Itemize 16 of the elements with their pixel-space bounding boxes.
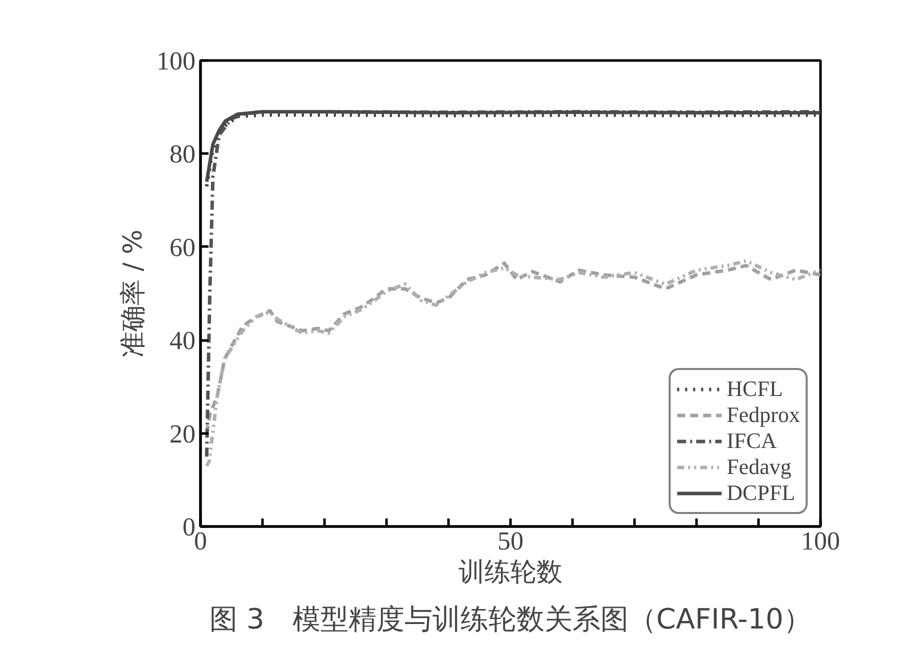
legend-label: IFCA bbox=[726, 428, 777, 454]
x-tick-label: 50 bbox=[498, 526, 524, 556]
y-tick-label: 60 bbox=[170, 232, 196, 262]
y-axis-title: 准确率 / % bbox=[118, 229, 148, 358]
caption: 图 3 模型精度与训练轮数关系图（CAFIR-10） bbox=[210, 602, 812, 636]
y-tick-label: 40 bbox=[170, 326, 196, 356]
legend-label: HCFL bbox=[726, 376, 783, 402]
legend-label: Fedavg bbox=[726, 454, 792, 480]
y-tick-label: 20 bbox=[170, 419, 196, 448]
legend-label: DCPFL bbox=[726, 480, 796, 506]
legend-label: Fedprox bbox=[726, 402, 800, 428]
x-tick-label: 100 bbox=[801, 526, 840, 556]
y-tick-label: 80 bbox=[170, 140, 196, 169]
y-tick-label: 100 bbox=[156, 46, 196, 76]
line-series bbox=[204, 110, 820, 458]
x-axis-title: 训练轮数 bbox=[458, 558, 562, 588]
